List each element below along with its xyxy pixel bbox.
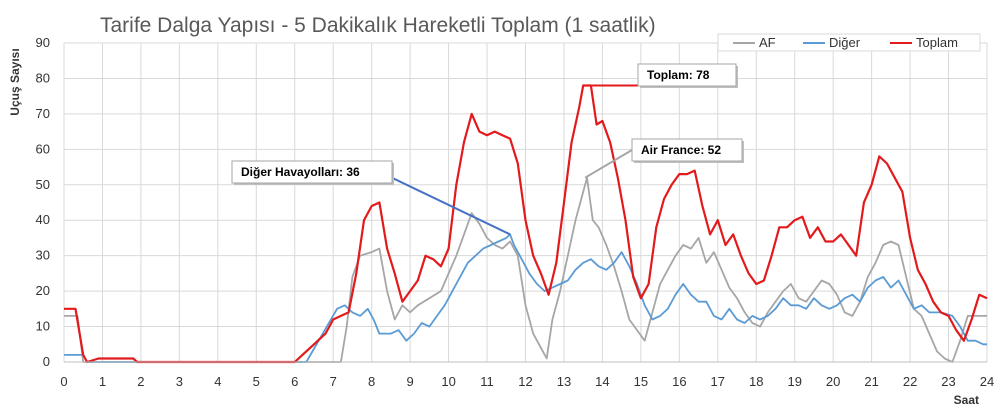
x-tick-label: 22 (903, 374, 917, 389)
y-tick-label: 60 (36, 141, 50, 156)
y-tick-label: 0 (43, 354, 50, 369)
y-tick-label: 30 (36, 248, 50, 263)
chart-title: Tarife Dalga Yapısı - 5 Dakikalık Hareke… (100, 14, 656, 37)
x-tick-label: 24 (980, 374, 994, 389)
x-tick-label: 5 (253, 374, 260, 389)
callouts: Toplam: 78 Air France: 52 Diğer Havayollar… (231, 63, 744, 236)
x-tick-label: 14 (595, 374, 609, 389)
y-tick-label: 40 (36, 212, 50, 227)
callout-leader (584, 149, 633, 179)
x-tick-label: 12 (518, 374, 532, 389)
y-tick-label: 10 (36, 319, 50, 334)
x-tick-label: 11 (480, 374, 494, 389)
legend: AF Diğer Toplam (717, 33, 981, 52)
callout-box (631, 138, 743, 162)
x-tick-label: 6 (291, 374, 298, 389)
x-tick-label: 21 (864, 374, 878, 389)
x-tick-label: 0 (60, 374, 67, 389)
x-tick-label: 19 (787, 374, 801, 389)
y-tick-label: 90 (36, 35, 50, 50)
x-tick-label: 7 (330, 374, 337, 389)
grid (63, 42, 988, 363)
x-tick-label: 3 (176, 374, 183, 389)
y-axis-title: Uçuş Sayısı (8, 48, 22, 115)
y-tick-label: 80 (36, 70, 50, 85)
x-tick-label: 16 (672, 374, 686, 389)
callout-label: Diğer Havayolları: 36 (241, 165, 360, 179)
x-tick-label: 17 (711, 374, 725, 389)
callout-box (231, 160, 393, 184)
series-line-af (64, 176, 987, 363)
x-tick-label: 1 (99, 374, 106, 389)
callout-leader (379, 171, 511, 236)
x-tick-label: 23 (941, 374, 955, 389)
legend-label: Diğer (829, 35, 861, 50)
legend-label: Toplam (916, 35, 958, 50)
x-tick-label: 10 (441, 374, 455, 389)
callout-label: Toplam: 78 (647, 68, 710, 82)
x-tick-label: 2 (137, 374, 144, 389)
y-tick-label: 20 (36, 283, 50, 298)
legend-box (717, 33, 981, 52)
callout-label: Air France: 52 (641, 143, 721, 157)
x-tick-label: 8 (368, 374, 375, 389)
legend-label: AF (759, 35, 776, 50)
x-tick-label: 4 (214, 374, 221, 389)
y-tick-label: 50 (36, 177, 50, 192)
x-axis-title: Saat (954, 393, 979, 407)
x-tick-label: 15 (634, 374, 648, 389)
x-tick-label: 18 (749, 374, 763, 389)
x-tick-label: 20 (826, 374, 840, 389)
x-tick-label: 9 (407, 374, 414, 389)
x-tick-label: 13 (557, 374, 571, 389)
callout-box (637, 63, 737, 87)
y-tick-label: 70 (36, 106, 50, 121)
